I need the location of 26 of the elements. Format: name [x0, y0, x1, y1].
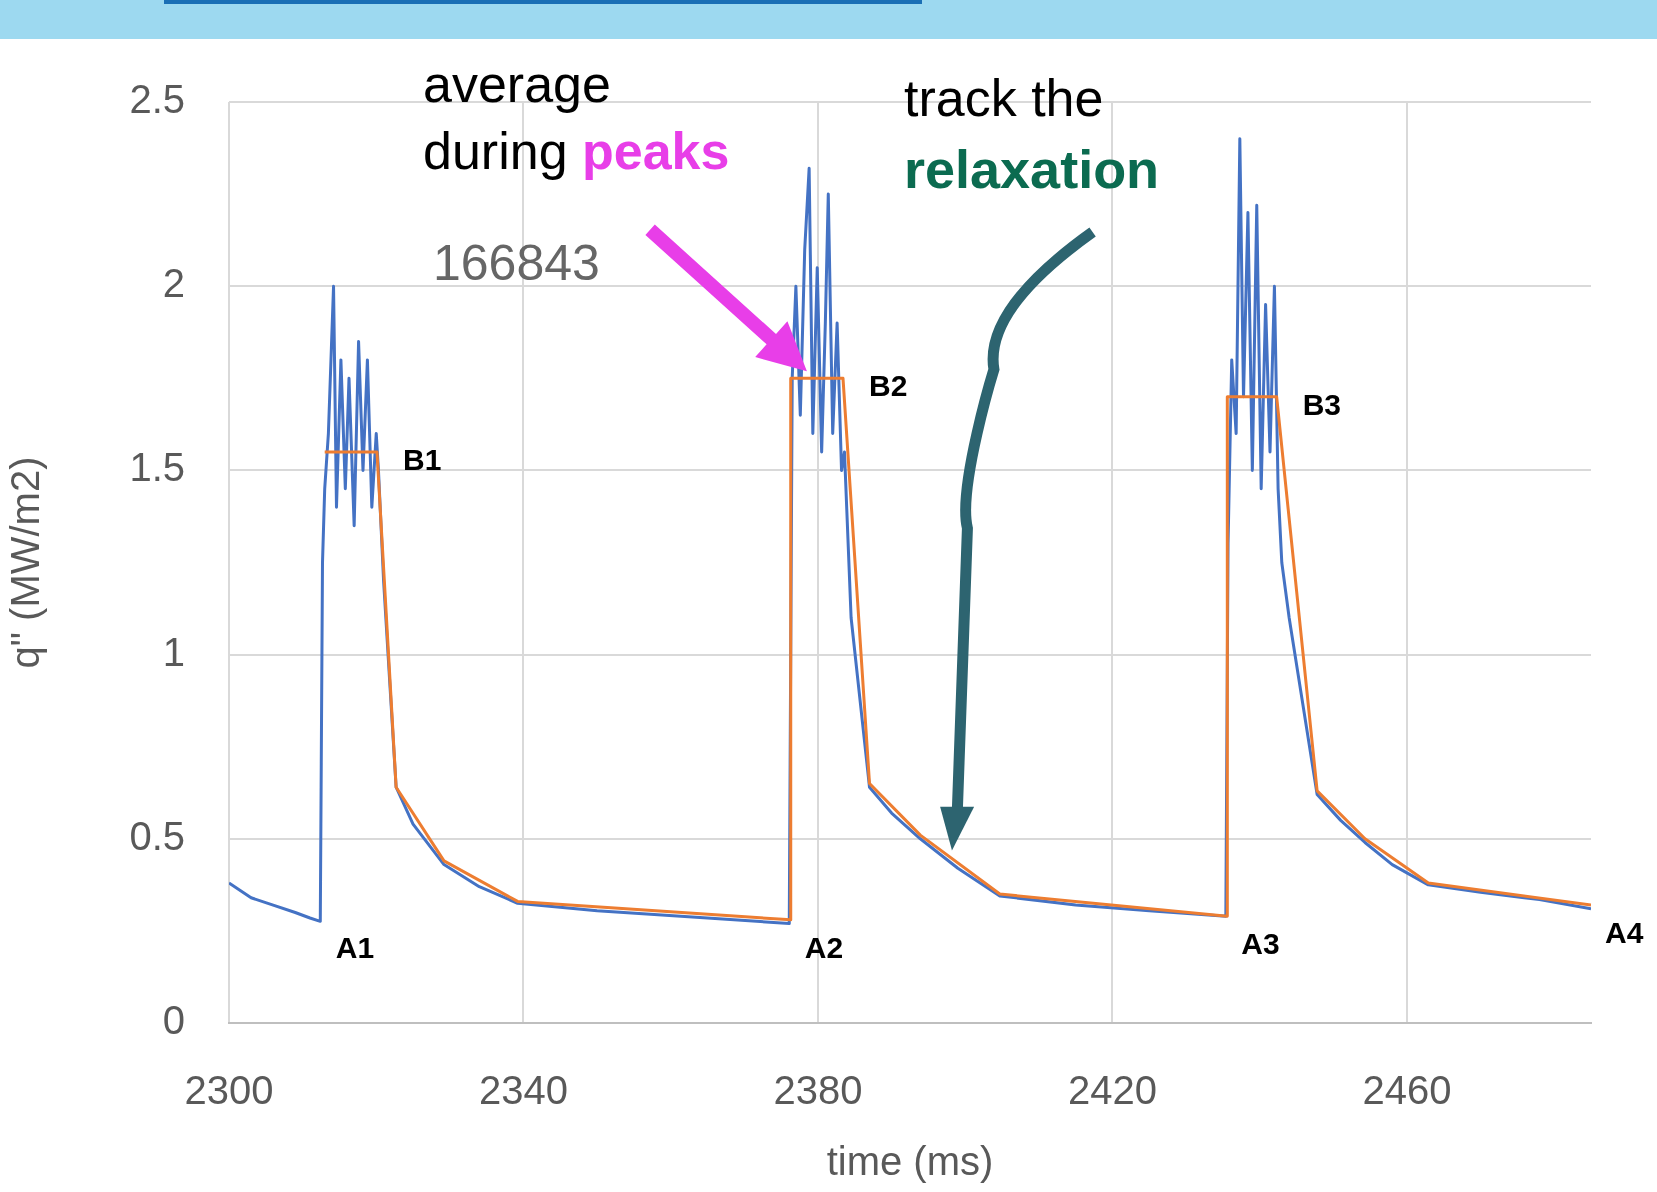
y-tick-label: 0.5: [129, 813, 185, 858]
annotation: average: [423, 55, 611, 113]
annotation: peaks: [582, 122, 730, 180]
annotation: A3: [1241, 927, 1280, 961]
annotation: A1: [335, 930, 375, 964]
y-tick-label: 2.5: [129, 77, 185, 122]
x-tick-label: 2300: [184, 1068, 274, 1113]
annotation: relaxation: [904, 139, 1160, 199]
y-axis-title: q" (MW/m2): [3, 456, 48, 669]
y-tick-label: 2: [162, 261, 185, 306]
y-tick-label: 0: [162, 998, 185, 1043]
annotation: A4: [1605, 916, 1644, 950]
x-tick-label: 2460: [1362, 1068, 1452, 1113]
annotation: B3: [1302, 387, 1341, 421]
annotation: 166843: [433, 235, 600, 291]
annotation: B1: [402, 442, 442, 476]
x-tick-label: 2420: [1067, 1068, 1157, 1113]
x-axis-title: time (ms): [826, 1139, 994, 1184]
annotation: track the: [904, 69, 1104, 127]
annotation: during: [423, 122, 582, 180]
y-tick-label: 1: [162, 629, 185, 674]
y-tick-label: 1.5: [129, 445, 185, 490]
annotation: B2: [869, 369, 908, 403]
x-tick-label: 2340: [478, 1068, 568, 1113]
annotation: A2: [804, 930, 844, 964]
x-tick-label: 2380: [773, 1068, 863, 1113]
